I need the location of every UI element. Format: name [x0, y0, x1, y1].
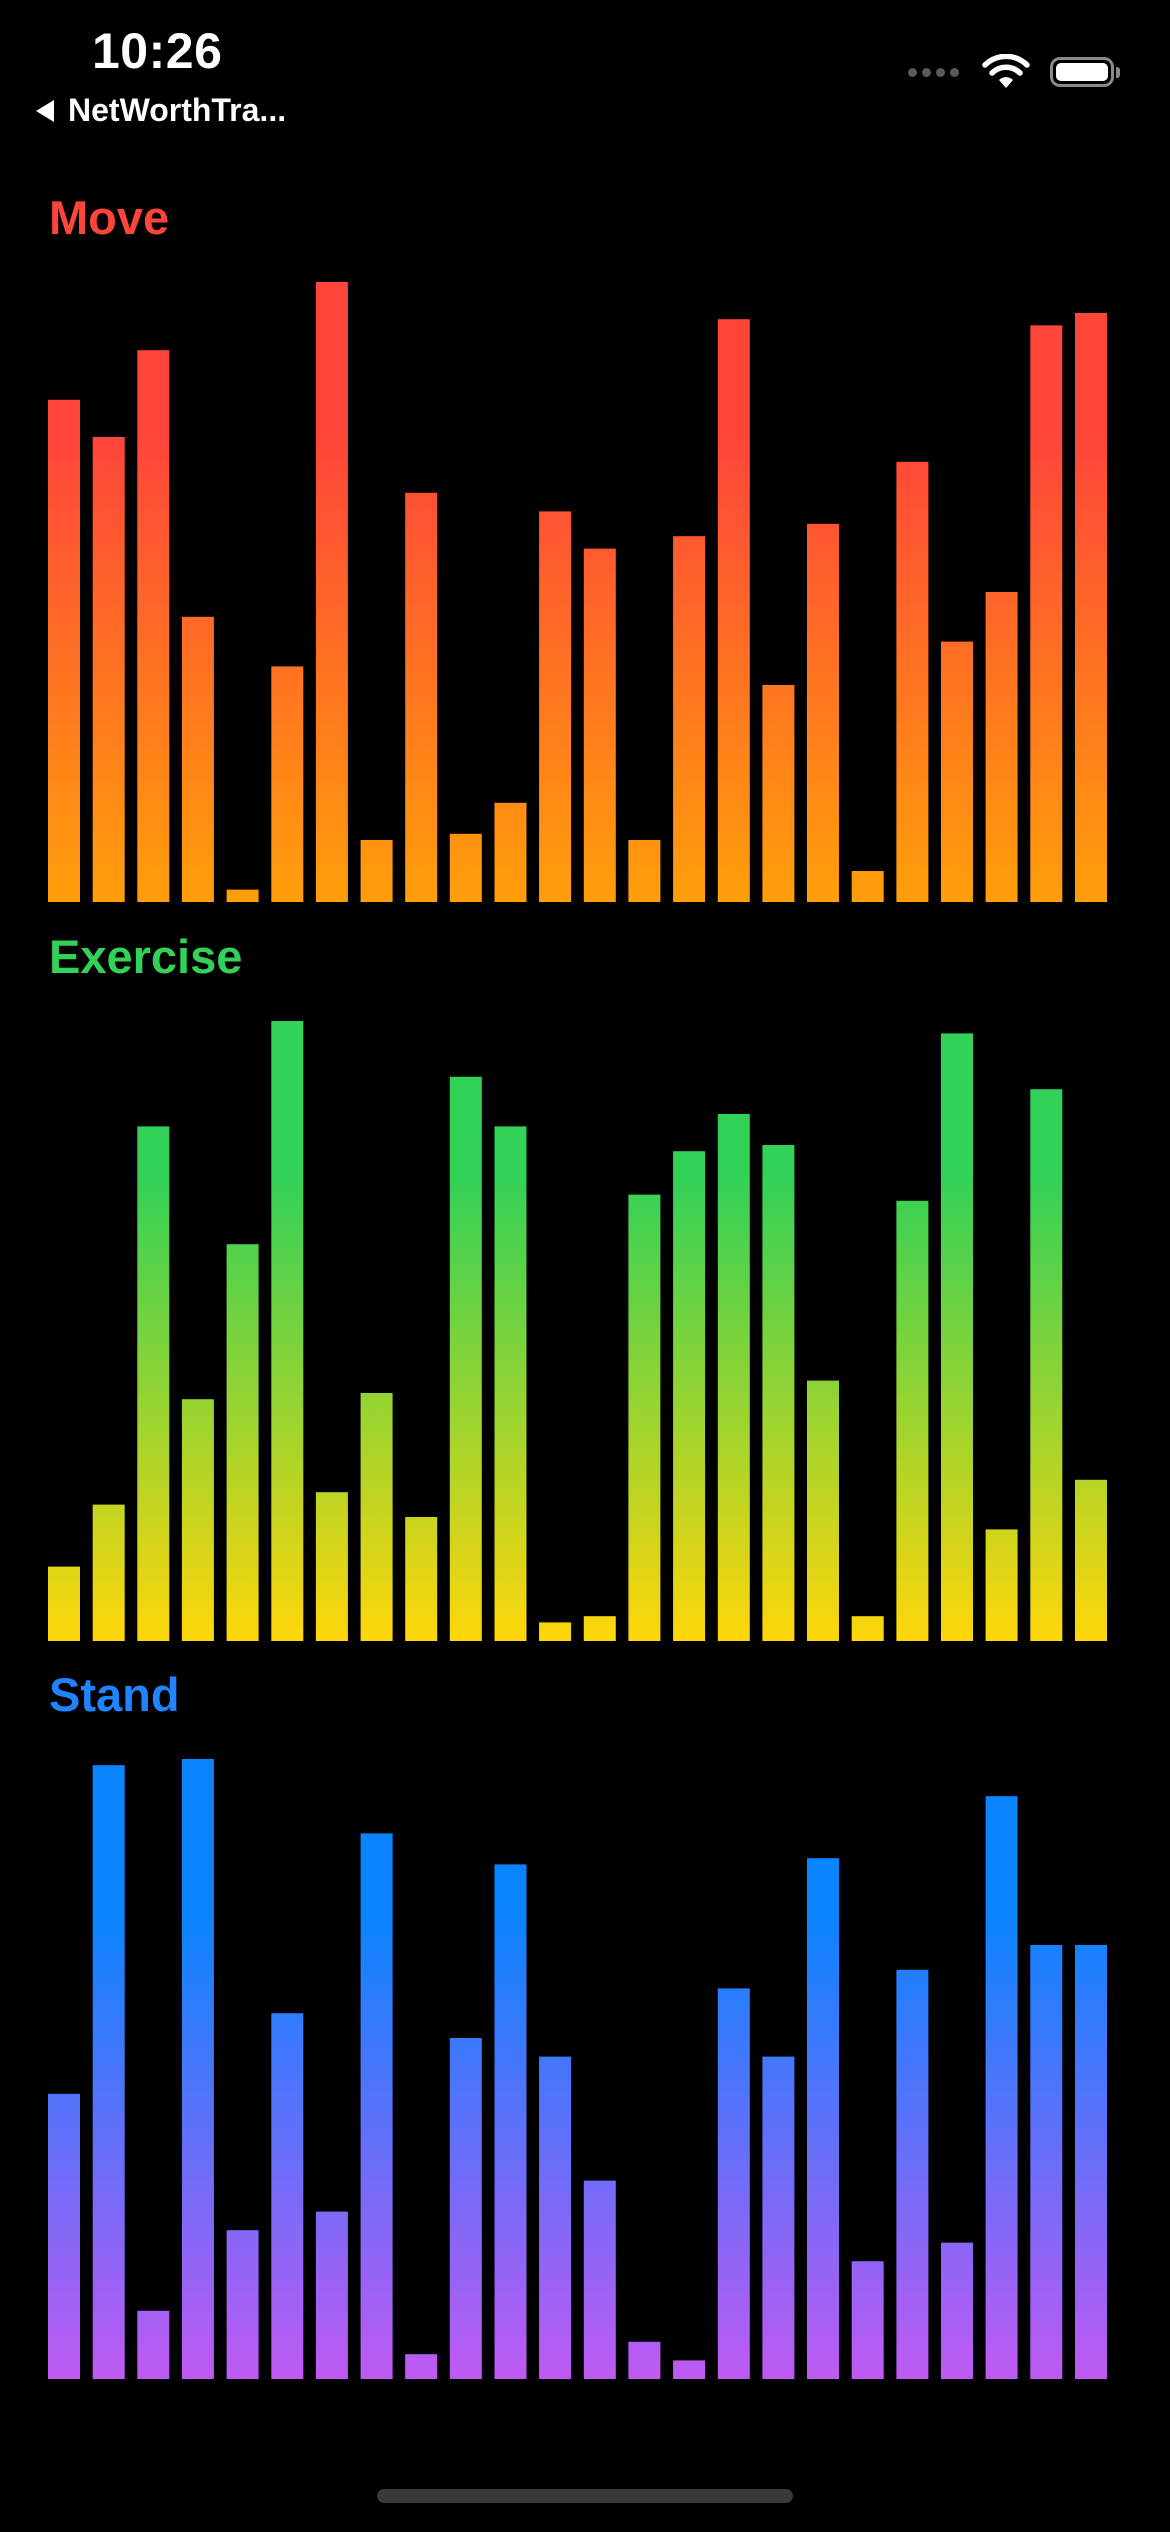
move-bar-23: [1030, 325, 1063, 902]
exercise-bar-5: [226, 1244, 259, 1641]
stand-bar-19: [851, 2261, 884, 2379]
battery-icon: [1050, 57, 1120, 87]
stand-bar-1: [48, 2093, 80, 2379]
stand-bar-12: [539, 2056, 572, 2379]
move-bar-1: [48, 399, 80, 902]
exercise-bar-8: [360, 1393, 393, 1641]
move-chart-title: Move: [49, 191, 170, 244]
stand-bar-6: [271, 2013, 304, 2379]
exercise-bar-22: [985, 1529, 1018, 1641]
move-bar-19: [851, 871, 884, 902]
move-bar-22: [985, 592, 1018, 902]
stand-bar-chart: [48, 1759, 1107, 2379]
exercise-bar-20: [896, 1200, 929, 1641]
exercise-bar-1: [48, 1566, 80, 1641]
stand-bar-14: [628, 2341, 661, 2379]
stand-bar-18: [807, 1858, 839, 2379]
move-bar-13: [583, 548, 616, 902]
exercise-bar-16: [717, 1114, 750, 1641]
move-bar-12: [539, 511, 572, 902]
move-bar-14: [628, 840, 661, 902]
back-button[interactable]: NetWorthTra...: [36, 92, 286, 129]
stand-bar-21: [941, 2242, 973, 2379]
move-bar-20: [896, 461, 929, 902]
move-bar-3: [137, 350, 170, 902]
exercise-chart-title: Exercise: [49, 930, 243, 983]
move-bar-18: [807, 523, 839, 902]
move-bar-4: [181, 616, 214, 902]
stand-bar-7: [315, 2211, 348, 2379]
stand-bar-22: [985, 1796, 1018, 2379]
move-bar-15: [673, 536, 706, 902]
exercise-bar-14: [628, 1194, 661, 1641]
move-bar-6: [271, 666, 304, 902]
exercise-bar-3: [137, 1126, 170, 1641]
move-bar-10: [449, 833, 482, 902]
exercise-bar-23: [1030, 1089, 1063, 1641]
stand-bar-8: [360, 1833, 393, 2379]
stand-bar-15: [673, 2360, 706, 2379]
move-bar-7: [315, 282, 348, 902]
wifi-icon: [982, 54, 1030, 88]
move-bar-9: [405, 492, 438, 902]
exercise-bar-13: [583, 1616, 616, 1641]
move-bar-24: [1075, 313, 1107, 902]
stand-chart-title: Stand: [49, 1668, 180, 1721]
stand-bar-2: [92, 1765, 125, 2379]
move-bar-chart: [48, 282, 1107, 902]
move-bar-17: [762, 685, 795, 902]
exercise-bar-7: [315, 1492, 348, 1641]
back-arrow-icon: [36, 99, 54, 122]
exercise-bar-chart: [48, 1021, 1107, 1641]
stand-bar-17: [762, 2056, 795, 2379]
status-time: 10:26: [92, 23, 223, 79]
move-bar-21: [941, 641, 973, 902]
stand-bar-10: [449, 2038, 482, 2379]
status-icons: [908, 54, 1120, 90]
exercise-bar-11: [494, 1126, 527, 1641]
stand-bar-24: [1075, 1945, 1107, 2379]
stand-bar-11: [494, 1864, 527, 2379]
exercise-bar-24: [1075, 1479, 1107, 1641]
exercise-bar-15: [673, 1151, 706, 1641]
exercise-bar-18: [807, 1380, 839, 1641]
stand-bar-13: [583, 2180, 616, 2379]
exercise-bar-21: [941, 1033, 973, 1641]
exercise-bar-9: [405, 1517, 438, 1641]
exercise-bar-6: [271, 1021, 304, 1641]
back-label: NetWorthTra...: [68, 92, 287, 128]
exercise-bar-2: [92, 1504, 125, 1641]
stand-bar-9: [405, 2354, 438, 2379]
exercise-bar-10: [449, 1076, 482, 1641]
stand-bar-3: [137, 2310, 170, 2379]
stand-bar-5: [226, 2230, 259, 2379]
move-bar-11: [494, 802, 527, 902]
stand-bar-23: [1030, 1945, 1063, 2379]
move-bar-2: [92, 437, 125, 902]
exercise-bar-17: [762, 1145, 795, 1641]
stand-bar-20: [896, 1969, 929, 2379]
stand-bar-16: [717, 1988, 750, 2379]
cellular-signal-icon: [908, 67, 964, 77]
move-bar-8: [360, 840, 393, 902]
stand-bar-4: [181, 1759, 214, 2379]
move-bar-16: [717, 319, 750, 902]
move-bar-5: [226, 889, 259, 902]
home-indicator[interactable]: [377, 2489, 793, 2503]
exercise-bar-12: [539, 1622, 572, 1641]
exercise-bar-4: [181, 1399, 214, 1641]
exercise-bar-19: [851, 1616, 884, 1641]
